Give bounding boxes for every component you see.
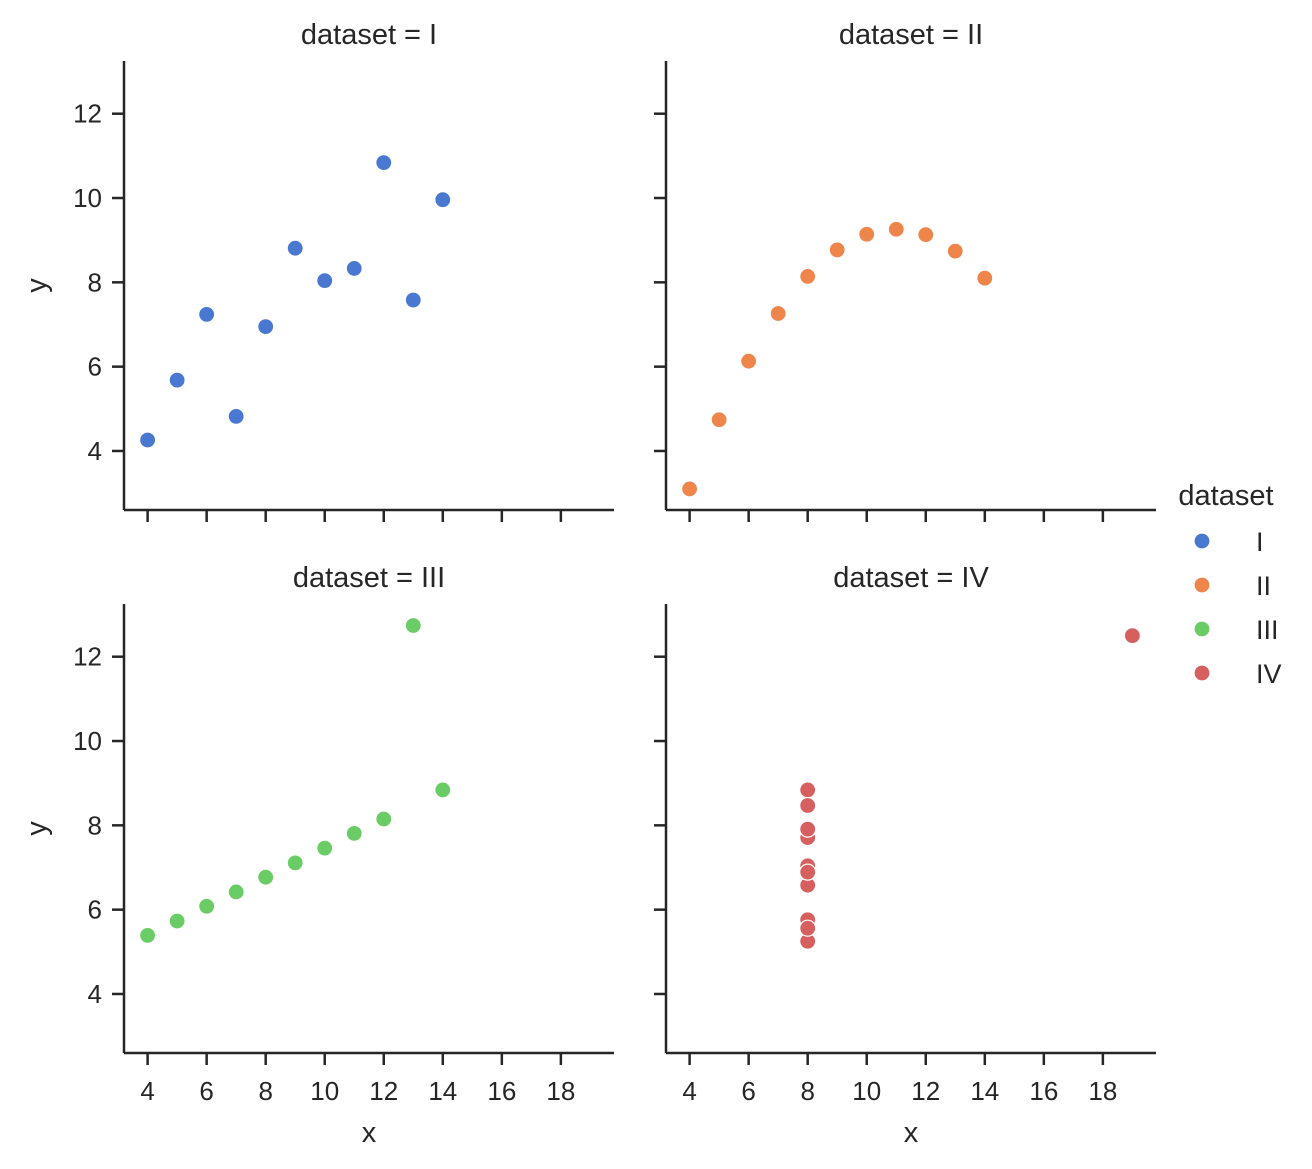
x-tick-label: 4 <box>682 1076 696 1106</box>
data-point-iv <box>1123 627 1141 645</box>
data-point-ii <box>799 267 817 286</box>
y-tick-label: 8 <box>88 267 102 297</box>
data-point-iv <box>799 796 817 815</box>
legend-label: III <box>1256 615 1279 645</box>
y-tick-label: 10 <box>73 726 102 756</box>
data-point-ii <box>976 269 994 287</box>
x-axis-label: x <box>904 1117 919 1149</box>
x-tick-label: 6 <box>741 1076 755 1106</box>
panel-title: dataset = III <box>293 562 445 594</box>
legend-marker <box>1193 532 1211 550</box>
data-point-iii <box>227 883 245 901</box>
y-axis-label: y <box>21 821 53 836</box>
x-tick-label: 14 <box>970 1076 999 1106</box>
data-point-i <box>316 272 334 290</box>
data-point-i <box>286 239 304 257</box>
data-point-i <box>198 305 216 323</box>
data-point-ii <box>769 304 787 323</box>
data-point-ii <box>740 352 758 370</box>
legend-marker <box>1193 664 1211 682</box>
x-tick-label: 12 <box>911 1076 940 1106</box>
data-point-iv <box>799 919 817 937</box>
data-point-ii <box>710 411 728 429</box>
data-point-ii <box>858 225 876 243</box>
data-point-iii <box>198 897 216 915</box>
y-tick-label: 6 <box>88 352 102 382</box>
x-tick-label: 12 <box>369 1076 398 1106</box>
y-tick-label: 4 <box>88 979 102 1009</box>
data-point-iii <box>257 868 275 886</box>
data-point-ii <box>946 242 964 260</box>
data-point-iii <box>404 616 422 635</box>
x-tick-label: 10 <box>852 1076 881 1106</box>
data-point-iv <box>799 863 817 881</box>
y-axis-label: y <box>21 278 53 293</box>
legend-title: dataset <box>1178 480 1273 512</box>
data-point-ii <box>828 241 846 259</box>
data-point-i <box>404 291 422 309</box>
data-point-ii <box>681 480 699 498</box>
legend-label: IV <box>1256 659 1282 689</box>
data-point-iv <box>799 820 817 838</box>
legend-label: II <box>1256 571 1271 601</box>
x-tick-label: 4 <box>140 1076 154 1106</box>
data-point-iii <box>139 926 157 944</box>
x-tick-label: 16 <box>1029 1076 1058 1106</box>
x-tick-label: 10 <box>310 1076 339 1106</box>
data-point-i <box>345 259 363 278</box>
data-point-iii <box>168 912 186 930</box>
data-point-i <box>168 371 186 389</box>
data-point-iii <box>345 824 363 842</box>
data-point-i <box>139 431 157 449</box>
data-point-iii <box>316 839 334 857</box>
data-point-iii <box>375 810 393 828</box>
data-point-iii <box>434 781 452 799</box>
data-point-ii <box>887 220 905 238</box>
x-axis-label: x <box>362 1117 377 1149</box>
data-point-i <box>227 407 245 426</box>
x-tick-label: 6 <box>199 1076 213 1106</box>
data-point-i <box>257 318 275 336</box>
panel-title: dataset = I <box>301 19 437 51</box>
data-point-i <box>434 191 452 209</box>
x-tick-label: 16 <box>487 1076 516 1106</box>
data-point-i <box>375 154 393 172</box>
y-tick-label: 12 <box>73 99 102 129</box>
panel-title: dataset = IV <box>833 562 989 594</box>
legend-marker <box>1193 576 1211 594</box>
y-tick-label: 8 <box>88 810 102 840</box>
y-tick-label: 12 <box>73 642 102 672</box>
x-tick-label: 8 <box>800 1076 814 1106</box>
x-tick-label: 14 <box>428 1076 457 1106</box>
data-point-iii <box>286 854 304 872</box>
legend-label: I <box>1256 527 1264 557</box>
panel-title: dataset = II <box>839 19 983 51</box>
x-tick-label: 8 <box>258 1076 272 1106</box>
y-tick-label: 6 <box>88 895 102 925</box>
data-point-iv <box>799 781 817 799</box>
legend-marker <box>1193 620 1211 638</box>
data-point-ii <box>917 226 935 244</box>
x-tick-label: 18 <box>1088 1076 1117 1106</box>
x-tick-label: 18 <box>546 1076 575 1106</box>
y-tick-label: 4 <box>88 436 102 466</box>
y-tick-label: 10 <box>73 183 102 213</box>
